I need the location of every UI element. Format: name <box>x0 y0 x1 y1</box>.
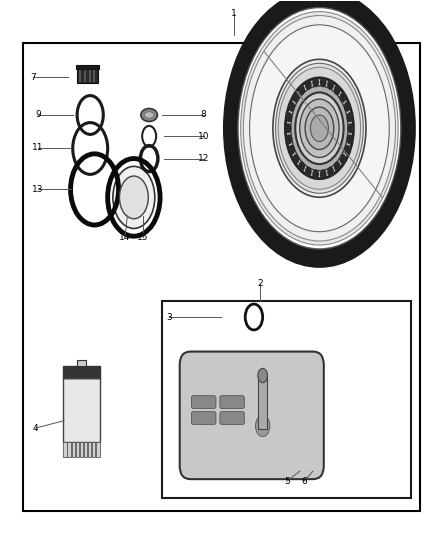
Ellipse shape <box>293 154 300 164</box>
Bar <box>76 442 79 457</box>
Ellipse shape <box>339 154 346 164</box>
Bar <box>92 442 95 457</box>
Text: 1: 1 <box>231 10 237 19</box>
Text: 15: 15 <box>137 233 148 242</box>
Ellipse shape <box>339 92 346 102</box>
Bar <box>77 360 86 367</box>
Ellipse shape <box>145 112 154 118</box>
Ellipse shape <box>244 15 396 241</box>
Ellipse shape <box>288 145 295 155</box>
Text: 2: 2 <box>258 279 263 288</box>
Text: 3: 3 <box>166 312 172 321</box>
Ellipse shape <box>305 80 312 90</box>
Ellipse shape <box>300 99 339 157</box>
Bar <box>76 65 99 69</box>
Bar <box>64 442 67 457</box>
Ellipse shape <box>238 7 401 249</box>
Ellipse shape <box>250 25 389 232</box>
Bar <box>93 70 95 82</box>
Bar <box>84 70 86 82</box>
Ellipse shape <box>305 107 334 149</box>
Ellipse shape <box>258 368 268 383</box>
Ellipse shape <box>334 161 341 172</box>
Ellipse shape <box>120 176 148 219</box>
Ellipse shape <box>320 169 327 180</box>
Text: 12: 12 <box>198 154 209 163</box>
Text: 5: 5 <box>284 477 290 486</box>
Ellipse shape <box>312 169 319 180</box>
Ellipse shape <box>286 78 353 179</box>
FancyBboxPatch shape <box>220 395 244 408</box>
Ellipse shape <box>295 92 343 164</box>
Bar <box>89 70 91 82</box>
Ellipse shape <box>273 59 366 197</box>
Text: 9: 9 <box>35 110 41 119</box>
Bar <box>84 442 87 457</box>
Ellipse shape <box>320 77 327 87</box>
Ellipse shape <box>311 115 328 142</box>
Bar <box>88 442 92 457</box>
Bar <box>63 378 100 442</box>
FancyBboxPatch shape <box>180 352 324 479</box>
Ellipse shape <box>255 415 270 437</box>
Bar <box>67 442 71 457</box>
Ellipse shape <box>286 112 293 122</box>
Text: 7: 7 <box>31 72 36 82</box>
Bar <box>63 367 100 378</box>
Text: 6: 6 <box>301 477 307 486</box>
Bar <box>80 442 83 457</box>
Bar <box>162 301 411 498</box>
FancyBboxPatch shape <box>220 411 244 424</box>
Ellipse shape <box>344 102 350 112</box>
FancyBboxPatch shape <box>191 411 216 424</box>
Ellipse shape <box>286 134 293 144</box>
Text: 4: 4 <box>33 424 39 433</box>
Bar <box>22 43 420 511</box>
Ellipse shape <box>293 92 300 102</box>
Text: 8: 8 <box>201 110 207 119</box>
Bar <box>77 69 98 83</box>
Ellipse shape <box>305 167 312 177</box>
Ellipse shape <box>346 134 353 144</box>
Ellipse shape <box>141 109 157 122</box>
Bar <box>79 70 81 82</box>
Ellipse shape <box>285 123 292 133</box>
Ellipse shape <box>276 63 363 193</box>
Text: 14: 14 <box>120 233 131 242</box>
Bar <box>258 375 268 429</box>
Ellipse shape <box>346 112 353 122</box>
Ellipse shape <box>312 77 319 87</box>
Text: 13: 13 <box>32 185 43 194</box>
Ellipse shape <box>230 0 409 261</box>
Ellipse shape <box>298 161 305 172</box>
Ellipse shape <box>334 85 341 95</box>
Ellipse shape <box>288 102 295 112</box>
FancyBboxPatch shape <box>191 395 216 408</box>
Ellipse shape <box>327 167 334 177</box>
Ellipse shape <box>344 145 350 155</box>
Ellipse shape <box>298 85 305 95</box>
Bar <box>96 442 99 457</box>
Ellipse shape <box>240 12 398 245</box>
Ellipse shape <box>278 67 360 189</box>
Text: 10: 10 <box>198 132 209 141</box>
Bar <box>71 442 75 457</box>
Text: 11: 11 <box>32 143 43 152</box>
Ellipse shape <box>291 86 348 171</box>
Ellipse shape <box>327 80 334 90</box>
Ellipse shape <box>113 166 155 229</box>
Ellipse shape <box>347 123 354 133</box>
